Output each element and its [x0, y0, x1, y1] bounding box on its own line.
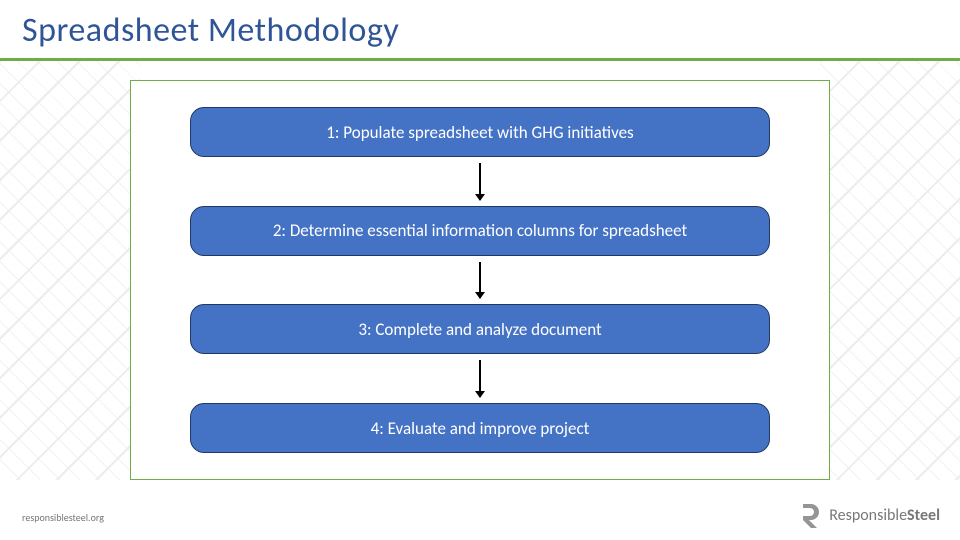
background-pattern-left: [0, 60, 140, 480]
flow-step-label: 2: Determine essential information colum…: [273, 220, 687, 241]
flow-step-4: 4: Evaluate and improve project: [190, 403, 770, 453]
brand-logo: ResponsibleSteel: [797, 502, 940, 530]
flow-step-2: 2: Determine essential information colum…: [190, 206, 770, 256]
flow-step-label: 1: Populate spreadsheet with GHG initiat…: [326, 122, 633, 143]
page-title: Spreadsheet Methodology: [22, 10, 399, 51]
flow-arrow: [479, 262, 481, 299]
footer-url: responsiblesteel.org: [22, 511, 104, 524]
logo-mark-icon: [797, 502, 823, 530]
slide: Spreadsheet Methodology 1: Populate spre…: [0, 0, 960, 540]
flow-step-1: 1: Populate spreadsheet with GHG initiat…: [190, 107, 770, 157]
flow-step-label: 4: Evaluate and improve project: [371, 418, 590, 439]
flow-arrow: [479, 163, 481, 200]
background-pattern-right: [820, 60, 960, 480]
flow-step-3: 3: Complete and analyze document: [190, 304, 770, 354]
flowchart-container: 1: Populate spreadsheet with GHG initiat…: [130, 80, 830, 480]
flow-step-label: 3: Complete and analyze document: [358, 319, 601, 340]
logo-text-wrap: ResponsibleSteel: [829, 508, 940, 524]
accent-bar: [0, 58, 960, 61]
flow-arrow: [479, 360, 481, 397]
logo-text: ResponsibleSteel: [829, 508, 940, 524]
flowchart: 1: Populate spreadsheet with GHG initiat…: [131, 81, 829, 479]
